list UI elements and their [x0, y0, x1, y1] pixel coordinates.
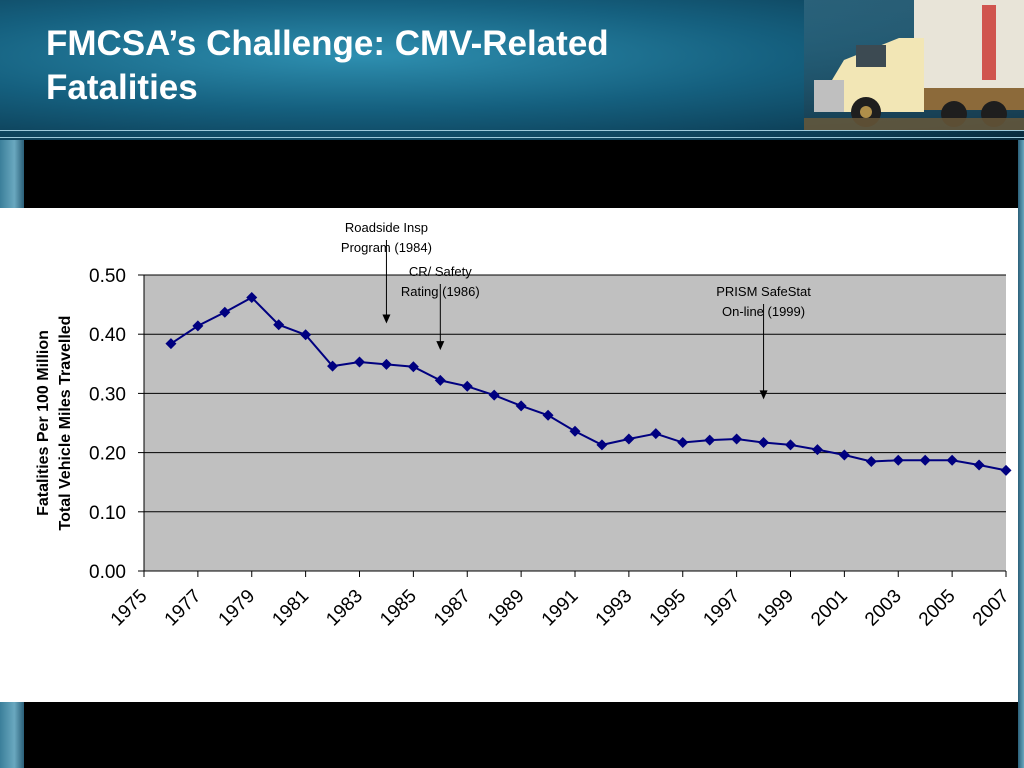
plot-area: [144, 275, 1006, 571]
data-point: [300, 329, 312, 341]
y-axis-label-line-2: Total Vehicle Miles Travelled: [57, 316, 74, 531]
title-line-1: FMCSA’s Challenge: CMV-Related: [46, 24, 609, 63]
x-tick-label: 1983: [322, 586, 367, 631]
axes: [138, 274, 1007, 577]
data-point: [650, 428, 662, 440]
data-point: [623, 433, 635, 445]
annotation-label-line-1: Roadside Insp: [345, 220, 428, 235]
data-point: [380, 358, 392, 370]
data-point: [273, 319, 285, 331]
data-point: [515, 400, 527, 412]
data-point: [488, 389, 500, 401]
right-accent-strip: [1018, 140, 1024, 768]
x-tick-label: 1989: [484, 586, 529, 631]
x-tick-label: 1985: [376, 586, 421, 631]
x-tick-label: 2005: [915, 586, 960, 631]
slide-title: FMCSA’s Challenge: CMV-Related Fatalitie…: [46, 22, 766, 110]
data-point: [165, 338, 177, 350]
x-tick-label: 1977: [161, 586, 206, 631]
y-tick-label: 0.30: [89, 384, 126, 405]
x-tick-label: 1995: [646, 586, 691, 631]
data-point: [219, 306, 231, 318]
x-tick-label: 2007: [969, 586, 1014, 631]
x-tick-label: 2003: [861, 586, 906, 631]
series-layer: [165, 291, 1012, 476]
data-point: [1000, 464, 1012, 476]
annotation-label-line-1: CR/ Safety: [409, 264, 472, 279]
data-point: [596, 439, 608, 451]
data-point: [569, 425, 581, 437]
background-band: [0, 140, 1024, 208]
data-point: [919, 454, 931, 466]
y-tick-label: 0.40: [89, 325, 126, 346]
data-point: [758, 437, 770, 449]
data-point: [407, 361, 419, 373]
data-point: [192, 320, 204, 332]
x-tick-label: 1999: [753, 586, 798, 631]
x-tick-labels: 1975 1977 1979 1981 1983 1985 1987 1989 1991 1993…: [107, 586, 1014, 631]
y-tick-label: 0.00: [89, 562, 126, 583]
x-tick-label: 1991: [538, 586, 583, 631]
annotation-arrowhead: [759, 390, 768, 400]
y-tick-label: 0.10: [89, 503, 126, 524]
data-point: [704, 434, 716, 446]
annotation-arrowhead: [436, 341, 445, 351]
data-point: [327, 360, 339, 372]
y-tick-label: 0.20: [89, 444, 126, 465]
x-tick-label: 1979: [215, 586, 260, 631]
x-tick-label: 1997: [699, 586, 744, 631]
x-tick-label: 1981: [268, 586, 313, 631]
truck-image: [804, 0, 1024, 130]
data-point: [434, 374, 446, 386]
data-point: [811, 444, 823, 456]
bottom-band: [24, 702, 1018, 768]
x-tick-label: 1975: [107, 586, 152, 631]
header-divider: [0, 130, 1024, 138]
y-tick-labels: 0.00 0.10 0.20 0.30 0.40 0.50: [89, 266, 126, 583]
data-point: [677, 437, 689, 449]
annotation-label-line-1: PRISM SafeStat: [716, 284, 811, 299]
x-tick-label: 1993: [592, 586, 637, 631]
slide-header: FMCSA’s Challenge: CMV-Related Fatalitie…: [0, 0, 1024, 140]
y-axis-label-line-1: Fatalities Per 100 Million: [35, 330, 52, 516]
data-point: [973, 459, 985, 471]
data-point: [354, 356, 365, 368]
line-chart: 0.000.100.200.300.400.50 1975 1977 1979 198…: [35, 220, 1014, 631]
data-point: [246, 291, 258, 303]
data-point: [946, 454, 958, 466]
annotation-arrowhead: [382, 314, 391, 324]
title-line-2: Fatalities: [46, 68, 198, 107]
data-point: [461, 380, 473, 392]
y-tick-label: 0.50: [89, 266, 126, 287]
data-point: [731, 433, 743, 445]
data-point: [838, 449, 850, 461]
x-tick-label: 2001: [807, 586, 852, 631]
x-tick-label: 1987: [430, 586, 475, 631]
data-point: [542, 409, 554, 421]
series-line: [170, 296, 1007, 472]
data-point: [892, 454, 904, 466]
chart-panel: 0.00 0.10 0.20 0.30 0.40 0.50 1975 1977 1979 198…: [0, 208, 1018, 702]
data-point: [865, 455, 877, 467]
data-point: [785, 439, 796, 451]
